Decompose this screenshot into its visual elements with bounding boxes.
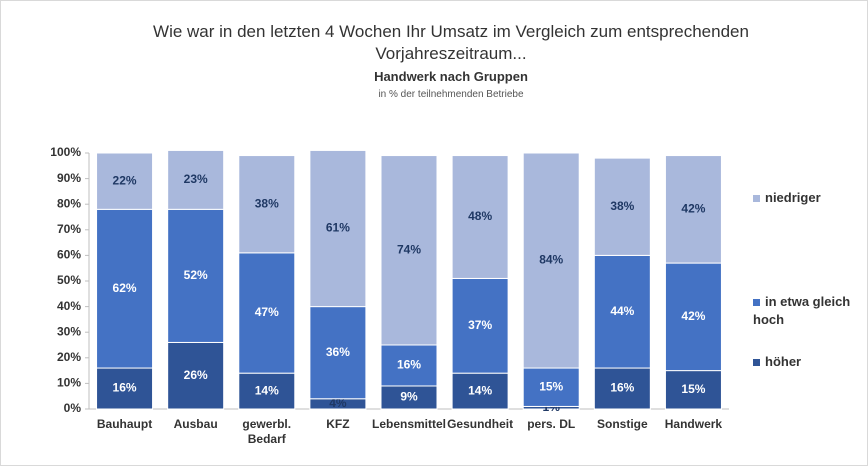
bar-segment (664, 155, 722, 264)
data-label: 23% (184, 172, 208, 186)
data-label: 16% (610, 381, 634, 395)
bar-segment (593, 254, 651, 369)
legend-item: niedriger (753, 189, 863, 207)
data-label: 36% (326, 345, 350, 359)
data-label: 47% (255, 305, 279, 319)
bar-segment (380, 155, 438, 346)
legend-swatch (753, 299, 760, 306)
y-tick-label: 90% (57, 171, 81, 185)
x-tick-label: Bauhaupt (96, 417, 153, 431)
y-tick-label: 10% (57, 376, 81, 390)
y-tick-label: 100% (50, 145, 81, 159)
bar-segment (593, 157, 651, 256)
data-label: 22% (113, 173, 137, 187)
chart-note: in % der teilnehmenden Betriebe (378, 89, 524, 100)
data-label: 42% (681, 309, 705, 323)
bar-segment (451, 277, 509, 374)
legend-label: höher (765, 354, 802, 369)
x-tick-label: pers. DL (527, 417, 576, 431)
bar-segment (96, 367, 154, 410)
bar-segment (167, 341, 225, 410)
data-label: 38% (255, 196, 279, 210)
bar-segment (451, 155, 509, 279)
y-tick-label: 30% (57, 324, 81, 338)
bar-segment (664, 262, 722, 372)
bar-segment (238, 155, 296, 254)
bar-segment (309, 306, 367, 400)
data-label: 74% (397, 242, 421, 256)
legend-label: niedriger (765, 190, 821, 205)
data-label: 38% (610, 199, 634, 213)
y-tick-label: 20% (57, 350, 81, 364)
data-label: 48% (468, 209, 492, 223)
data-label: 61% (326, 221, 350, 235)
data-label: 62% (113, 281, 137, 295)
y-tick-label: 60% (57, 248, 81, 262)
x-tick-label: Ausbau (173, 417, 218, 431)
bar-segment (167, 208, 225, 343)
data-label: 37% (468, 318, 492, 332)
y-tick-label: 0% (64, 401, 82, 415)
y-tick-label: 40% (57, 299, 81, 313)
chart-subtitle: Handwerk nach Gruppen (374, 69, 528, 84)
data-label: 15% (681, 382, 705, 396)
data-label: 16% (397, 358, 421, 372)
y-tick-label: 50% (57, 273, 81, 287)
bar-segment (238, 252, 296, 374)
x-tick-label: Lebensmittel (371, 417, 446, 431)
x-tick-label: Handwerk (664, 417, 723, 431)
data-label: 52% (184, 268, 208, 282)
chart-title: Wie war in den letzten 4 Wochen Ihr Umsa… (153, 22, 749, 63)
data-label: 84% (539, 253, 563, 267)
data-label: 9% (400, 390, 418, 404)
y-tick-label: 70% (57, 222, 81, 236)
bar-segment (96, 152, 154, 210)
data-label: 42% (681, 201, 705, 215)
legend-swatch (753, 359, 760, 366)
bar-segment (451, 372, 509, 410)
legend-item: in etwa gleich hoch (753, 293, 863, 329)
data-label: 14% (255, 383, 279, 397)
bar-segment (96, 208, 154, 369)
x-tick-label: KFZ (326, 417, 350, 431)
bar-segment (522, 152, 580, 369)
data-label: 4% (329, 396, 347, 410)
bar-segment (380, 344, 438, 387)
bar-segment (167, 149, 225, 210)
data-label: 15% (539, 379, 563, 393)
data-label: 14% (468, 383, 492, 397)
bar-segment (664, 370, 722, 410)
data-label: 16% (113, 381, 137, 395)
y-tick-label: 80% (57, 196, 81, 210)
bar-segment (309, 149, 367, 308)
x-tick-label: gewerbl. Bedarf (242, 417, 292, 446)
legend-item: höher (753, 353, 863, 371)
data-label: 44% (610, 304, 634, 318)
legend-swatch (753, 195, 760, 202)
x-tick-label: Sonstige (596, 417, 648, 431)
x-tick-label: Gesundheit (447, 417, 514, 431)
legend-label: in etwa gleich hoch (753, 294, 851, 327)
data-label: 26% (184, 368, 208, 382)
